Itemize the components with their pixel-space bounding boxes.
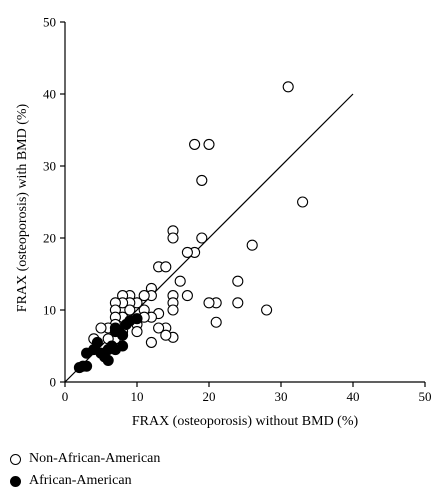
non-african-american-point: [282, 81, 294, 93]
non-african-american-point: [131, 326, 143, 338]
filled-circle-icon: [10, 475, 21, 487]
non-african-american-point: [232, 297, 244, 309]
x-tick-label: 40: [347, 389, 360, 404]
african-american-point: [117, 340, 129, 352]
legend-label: African-American: [29, 473, 132, 488]
legend-label: Non-African-American: [29, 451, 161, 466]
non-african-american-point: [210, 316, 222, 328]
legend-item-african-american: African-American: [10, 470, 160, 492]
scatter-chart: 0 10 20 30 40 50 0 10 20 30 40 50 FRAX (osteoporosi…: [15, 15, 432, 430]
y-tick-label: 10: [43, 303, 56, 318]
non-african-american-point: [196, 174, 208, 186]
y-tick-label: 40: [43, 87, 56, 102]
tick-labels: 0 10 20 30 40 50 0 10 20 30 40 50: [43, 15, 432, 405]
legend-item-non-african-american: Non-African-American: [10, 448, 160, 470]
open-circle-icon: [10, 453, 21, 465]
non-african-american-point: [124, 304, 136, 316]
y-tick-label: 30: [43, 159, 56, 174]
axes: [60, 21, 426, 387]
non-african-american-point: [203, 297, 215, 309]
non-african-american-point: [297, 196, 309, 208]
non-african-american-point: [181, 246, 193, 258]
x-tick-label: 30: [275, 389, 288, 404]
non-african-american-point: [246, 239, 258, 251]
x-axis-label: FRAX (osteoporosis) without BMD (%): [132, 414, 359, 429]
african-american-point: [91, 336, 103, 348]
y-axis-label: FRAX (osteoporosis) with BMD (%): [15, 103, 30, 312]
non-african-american-point: [181, 290, 193, 302]
non-african-american-point: [203, 138, 215, 150]
y-tick-label: 50: [43, 15, 56, 30]
african-american-point: [131, 313, 143, 325]
non-african-american-point: [167, 232, 179, 244]
non-african-american-point: [160, 261, 172, 273]
non-african-american-point: [167, 304, 179, 316]
african-american-point: [102, 354, 114, 366]
data-points: [73, 81, 309, 374]
x-tick-label: 10: [131, 389, 144, 404]
non-african-american-point: [153, 322, 165, 334]
x-tick-label: 50: [419, 389, 432, 404]
african-american-point: [117, 329, 129, 341]
african-american-point: [81, 360, 93, 372]
x-tick-label: 0: [62, 389, 69, 404]
y-tick-label: 0: [50, 375, 57, 390]
y-tick-label: 20: [43, 231, 56, 246]
x-tick-label: 20: [203, 389, 216, 404]
non-african-american-point: [145, 336, 157, 348]
non-african-american-point: [160, 329, 172, 341]
non-african-american-point: [196, 232, 208, 244]
non-african-american-point: [232, 275, 244, 287]
non-african-american-point: [138, 290, 150, 302]
legend: Non-African-American African-American: [10, 448, 160, 492]
non-african-american-point: [261, 304, 273, 316]
non-african-american-point: [95, 322, 107, 334]
non-african-american-point: [189, 138, 201, 150]
non-african-american-point: [174, 275, 186, 287]
